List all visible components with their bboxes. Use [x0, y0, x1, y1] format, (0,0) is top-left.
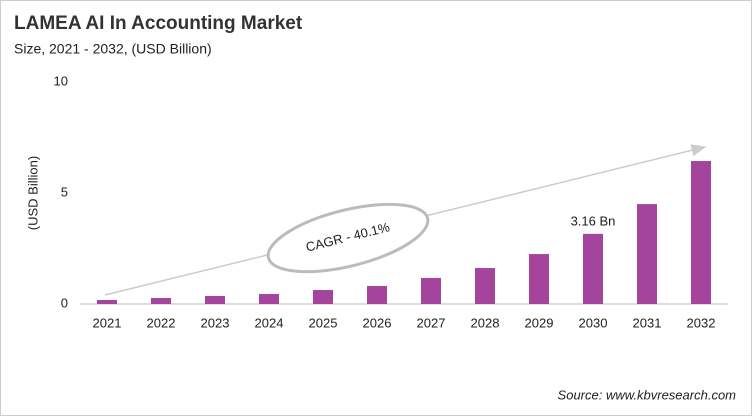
source: Source: www.kbvresearch.com — [558, 387, 737, 402]
x-tick-label: 2030 — [579, 315, 608, 330]
bar — [475, 268, 495, 304]
x-tick-label: 2027 — [417, 315, 446, 330]
x-tick-label: 2023 — [201, 315, 230, 330]
x-tick-label: 2021 — [93, 315, 122, 330]
x-tick-label: 2029 — [525, 315, 554, 330]
bar — [691, 161, 711, 304]
x-tick-label: 2025 — [309, 315, 338, 330]
x-tick-label: 2024 — [255, 315, 284, 330]
cagr-ellipse — [266, 202, 430, 274]
y-tick-label: 5 — [61, 184, 68, 199]
bar — [583, 233, 603, 304]
x-tick-label: 2026 — [363, 315, 392, 330]
y-tick-label: 10 — [54, 73, 68, 88]
bar — [313, 290, 333, 304]
bar — [367, 286, 387, 304]
bar — [259, 294, 279, 304]
bar — [97, 300, 117, 304]
y-tick-label: 0 — [61, 295, 68, 310]
bar — [529, 254, 549, 304]
chart-title: LAMEA AI In Accounting Market — [14, 13, 303, 34]
x-tick-label: 2028 — [471, 315, 500, 330]
x-tick-label: 2032 — [687, 315, 716, 330]
x-tick-label: 2031 — [633, 315, 662, 330]
x-tick-label: 2022 — [147, 315, 176, 330]
bar — [421, 278, 441, 304]
chart-subtitle: Size, 2021 - 2032, (USD Billion) — [14, 41, 212, 57]
data-label: 3.16 Bn — [571, 213, 616, 228]
bar — [637, 204, 657, 304]
bar — [151, 298, 171, 304]
y-axis-label: (USD Billion) — [25, 156, 40, 230]
bar — [205, 296, 225, 304]
